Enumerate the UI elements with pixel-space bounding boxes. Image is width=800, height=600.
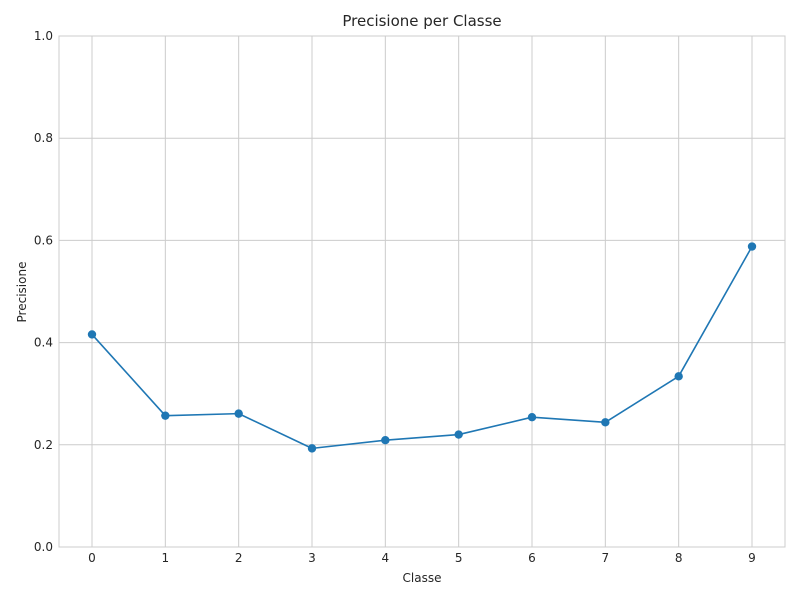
x-tick-label: 5 — [455, 551, 463, 565]
x-tick-label: 7 — [602, 551, 610, 565]
x-tick-label: 6 — [528, 551, 536, 565]
y-tick-label: 0.6 — [34, 233, 53, 247]
y-axis-ticks: 0.0 0.2 0.4 0.6 0.8 1.0 — [34, 29, 53, 554]
x-tick-label: 1 — [162, 551, 170, 565]
x-tick-label: 0 — [88, 551, 96, 565]
data-point — [307, 444, 317, 453]
data-point — [674, 372, 683, 381]
data-point — [454, 430, 463, 439]
series-line — [91, 246, 753, 450]
data-point — [381, 436, 390, 445]
y-tick-label: 0.2 — [34, 438, 53, 452]
x-tick-label: 8 — [675, 551, 683, 565]
y-tick-label: 0.0 — [34, 540, 53, 554]
grid — [59, 35, 785, 548]
y-axis-label: Precisione — [15, 262, 29, 323]
x-axis-label: Classe — [403, 571, 442, 585]
x-tick-label: 3 — [308, 551, 316, 565]
x-axis-ticks: 0 1 2 3 4 5 6 7 8 9 — [88, 551, 756, 565]
x-tick-label: 4 — [382, 551, 390, 565]
chart-title: Precisione per Classe — [342, 12, 501, 30]
data-point — [527, 413, 537, 422]
data-point — [747, 242, 757, 251]
y-tick-label: 0.8 — [34, 131, 53, 145]
data-point — [87, 330, 97, 339]
data-point — [601, 418, 610, 427]
data-point — [234, 409, 243, 418]
x-tick-label: 9 — [748, 551, 756, 565]
y-tick-label: 1.0 — [34, 29, 53, 43]
x-tick-label: 2 — [235, 551, 243, 565]
plot-frame — [58, 35, 786, 548]
y-tick-label: 0.4 — [34, 336, 53, 350]
series-layer — [87, 242, 757, 453]
data-point — [161, 411, 170, 420]
